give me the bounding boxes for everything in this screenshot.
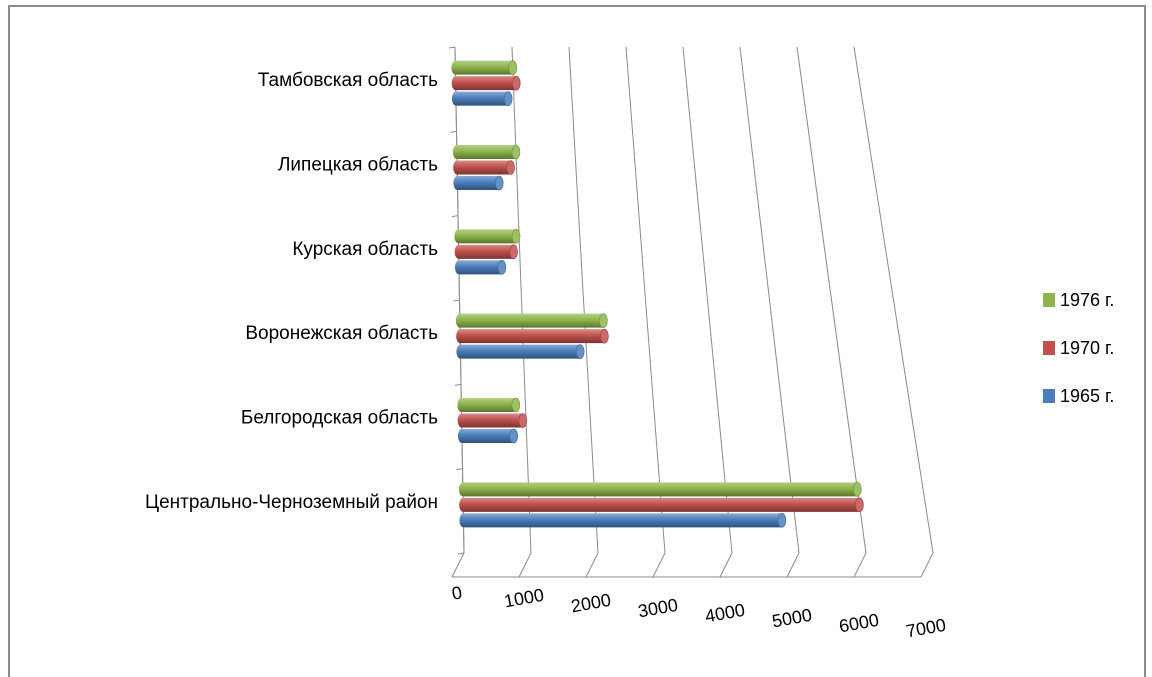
gridline: [511, 46, 532, 554]
legend-label: 1970 г.: [1060, 338, 1114, 358]
gridline: [568, 46, 599, 554]
gridline: [796, 46, 867, 554]
gridline: [682, 46, 733, 554]
x-tick-label: 5000: [771, 605, 814, 632]
bar-end-cap: [511, 144, 521, 160]
gridline: [739, 46, 800, 554]
category-label: Тамбовская область: [258, 70, 438, 91]
floor-depth-line: [518, 552, 532, 578]
category-label: Липецкая область: [278, 155, 438, 176]
bar-end-cap: [503, 91, 513, 106]
x-tick-label: 7000: [905, 615, 948, 642]
bar: [451, 60, 517, 75]
bar-end-cap: [511, 229, 521, 244]
legend-swatch: [1043, 389, 1055, 403]
bar: [457, 413, 527, 428]
floor-depth-line: [652, 552, 666, 578]
y-axis-tick: [454, 383, 462, 386]
bar: [459, 497, 864, 512]
bar-end-cap: [853, 482, 862, 497]
legend-swatch: [1043, 293, 1055, 307]
bar: [456, 344, 585, 359]
category-label: Белгородская область: [241, 408, 438, 429]
bar-end-cap: [497, 260, 507, 275]
floor-depth-line: [585, 552, 599, 578]
bar-end-cap: [600, 328, 609, 344]
y-axis-tick: [451, 215, 459, 218]
bar-end-cap: [855, 497, 864, 513]
category-label: Курская область: [292, 239, 438, 260]
legend-label: 1976 г.: [1060, 290, 1114, 310]
bar: [454, 229, 521, 244]
floor-depth-line: [853, 552, 867, 578]
bar: [453, 160, 515, 175]
gridline: [625, 46, 666, 554]
x-tick-label: 0: [450, 582, 463, 603]
bar-end-cap: [506, 160, 515, 175]
bar-end-cap: [511, 397, 521, 413]
floor-depth-line: [920, 552, 934, 578]
x-tick-labels: 0 1000 2000 3000 4000 5000 6000 7000: [450, 582, 947, 641]
category-labels: Центрально-Черноземный район Белгородская…: [145, 70, 438, 513]
bar: [457, 429, 518, 443]
y-axis-tick: [450, 130, 457, 133]
x-tick-label: 3000: [637, 595, 680, 622]
legend: 1976 г. 1970 г. 1965 г.: [1043, 290, 1114, 406]
bar-end-cap: [575, 344, 585, 359]
bar: [452, 145, 520, 159]
bar: [457, 398, 520, 412]
bar-end-cap: [494, 175, 504, 191]
y-axis-tick: [456, 468, 463, 471]
bar: [456, 329, 609, 344]
bar-end-cap: [511, 75, 521, 91]
bar-end-cap: [508, 60, 518, 75]
axes: [448, 46, 934, 578]
x-tick-label: 6000: [838, 610, 881, 637]
bar-end-cap: [599, 313, 608, 328]
y-axis-tick: [457, 552, 465, 555]
bar: [454, 244, 518, 259]
x-tick-label: 4000: [704, 600, 747, 627]
bar-end-cap: [518, 413, 528, 428]
bar: [451, 91, 513, 106]
legend-swatch: [1043, 341, 1055, 355]
bar: [455, 313, 608, 328]
bar: [458, 482, 862, 497]
bar: [451, 76, 521, 91]
category-label: Воронежская область: [245, 323, 438, 344]
bar: [454, 260, 506, 275]
gridlines: [454, 46, 934, 554]
bars: [451, 60, 864, 528]
bar-end-cap: [777, 513, 787, 528]
y-axis-tick: [453, 299, 460, 302]
gridline: [853, 46, 934, 554]
category-label: Центрально-Черноземный район: [145, 492, 438, 513]
x-tick-label: 2000: [570, 590, 613, 617]
floor-depth-line: [786, 552, 800, 578]
y-axis-tick: [448, 46, 456, 49]
bar: [459, 513, 786, 528]
bar-end-cap: [509, 428, 518, 444]
floor-depth-line: [451, 552, 465, 578]
legend-label: 1965 г.: [1060, 386, 1114, 406]
bar: [453, 176, 504, 190]
floor-depth-line: [719, 552, 733, 578]
bar-end-cap: [509, 244, 518, 260]
x-tick-label: 1000: [503, 585, 546, 612]
